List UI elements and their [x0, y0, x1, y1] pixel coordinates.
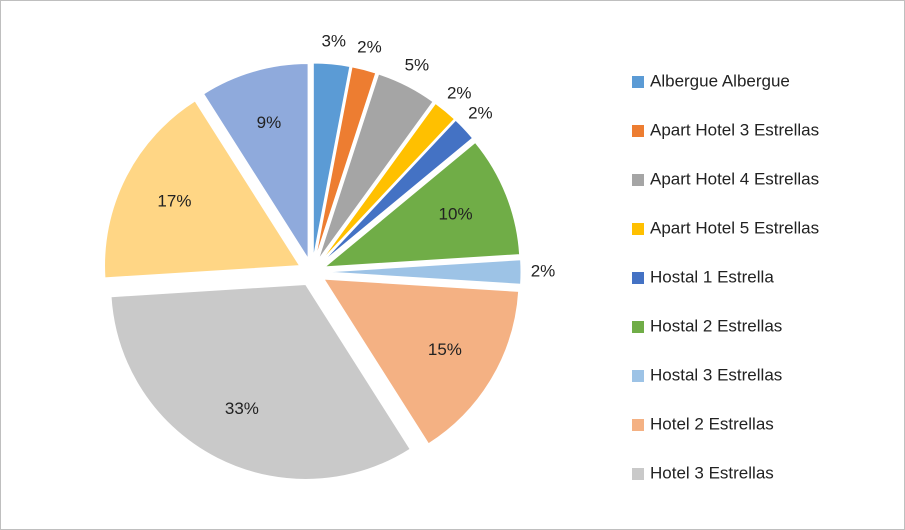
pie-slice	[110, 283, 411, 480]
legend-swatch	[632, 174, 644, 186]
data-label: 15%	[428, 340, 462, 359]
legend-swatch	[632, 468, 644, 480]
legend-label: Apart Hotel 3 Estrellas	[650, 120, 819, 139]
pie-slice	[317, 73, 434, 260]
legend-label: Albergue Albergue	[650, 71, 790, 90]
pie-slice	[325, 259, 522, 285]
data-label: 10%	[439, 205, 473, 224]
legend-label: Hostal 3 Estrellas	[650, 365, 782, 384]
data-label: 33%	[225, 399, 259, 418]
legend-label: Hotel 2 Estrellas	[650, 414, 774, 433]
legend-label: Hotel 3 Estrellas	[650, 463, 774, 482]
legend-label: Hostal 1 Estrella	[650, 267, 774, 286]
data-label: 3%	[321, 32, 346, 51]
data-label: 2%	[447, 83, 472, 102]
legend-swatch	[632, 321, 644, 333]
pie-slice	[321, 119, 474, 263]
data-label: 9%	[257, 113, 282, 132]
pie-slice	[202, 63, 309, 261]
pie-slice	[104, 100, 301, 279]
legend-swatch	[632, 125, 644, 137]
legend-swatch	[632, 419, 644, 431]
legend-swatch	[632, 76, 644, 88]
pie-slice	[314, 66, 377, 259]
data-label: 2%	[357, 38, 382, 57]
pie-slice	[323, 278, 520, 445]
pie-slice	[323, 141, 521, 268]
legend-label: Apart Hotel 5 Estrellas	[650, 218, 819, 237]
pie-slice	[312, 62, 351, 259]
pie-slice	[320, 102, 456, 262]
legend-label: Hostal 2 Estrellas	[650, 316, 782, 335]
legend-label: Apart Hotel 4 Estrellas	[650, 169, 819, 188]
data-label: 2%	[468, 103, 493, 122]
legend-swatch	[632, 223, 644, 235]
data-label: 17%	[157, 191, 191, 210]
data-label: 2%	[531, 261, 556, 280]
data-label: 5%	[405, 56, 430, 75]
legend-swatch	[632, 272, 644, 284]
legend-swatch	[632, 370, 644, 382]
